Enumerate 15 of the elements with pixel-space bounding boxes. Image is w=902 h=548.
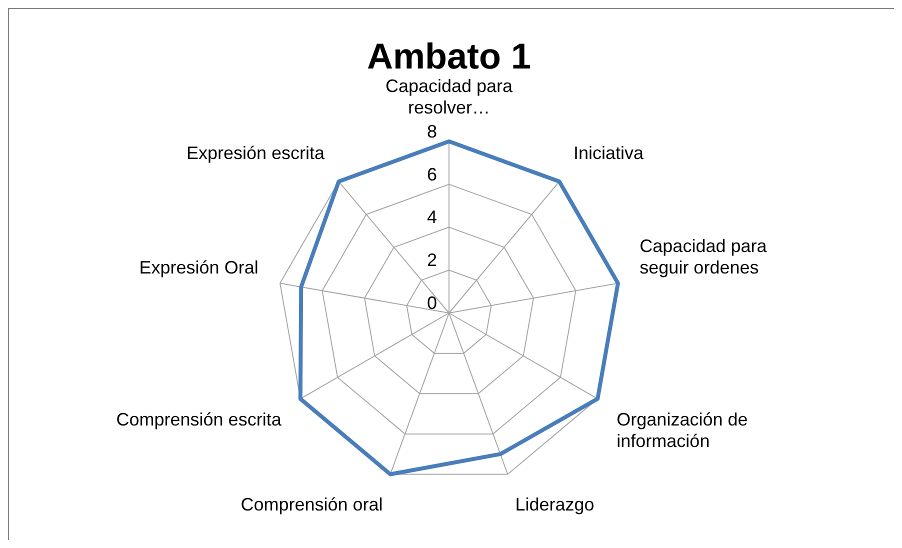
chart-title: Ambato 1 bbox=[366, 36, 532, 77]
spoke-label: Capacidad para seguir ordenes bbox=[640, 236, 768, 278]
spoke-label: Capacidad para resolver… bbox=[385, 76, 514, 118]
spoke-label: Expresión Oral bbox=[139, 258, 258, 278]
spoke-label: Comprensión escrita bbox=[116, 410, 282, 430]
spoke-label: Comprensión oral bbox=[240, 494, 383, 515]
spoke-label: Iniciativa bbox=[573, 142, 644, 163]
y-tick-label: 0 bbox=[426, 292, 437, 313]
y-tick-label: 4 bbox=[426, 207, 437, 228]
y-tick-label: 6 bbox=[426, 164, 437, 184]
spoke-label: Expresión escrita bbox=[186, 142, 326, 163]
y-tick-label: 2 bbox=[426, 250, 437, 270]
spoke-label: Liderazgo bbox=[515, 494, 594, 515]
y-tick-label: 8 bbox=[426, 121, 437, 142]
spoke-label: Organización de información bbox=[616, 410, 748, 452]
